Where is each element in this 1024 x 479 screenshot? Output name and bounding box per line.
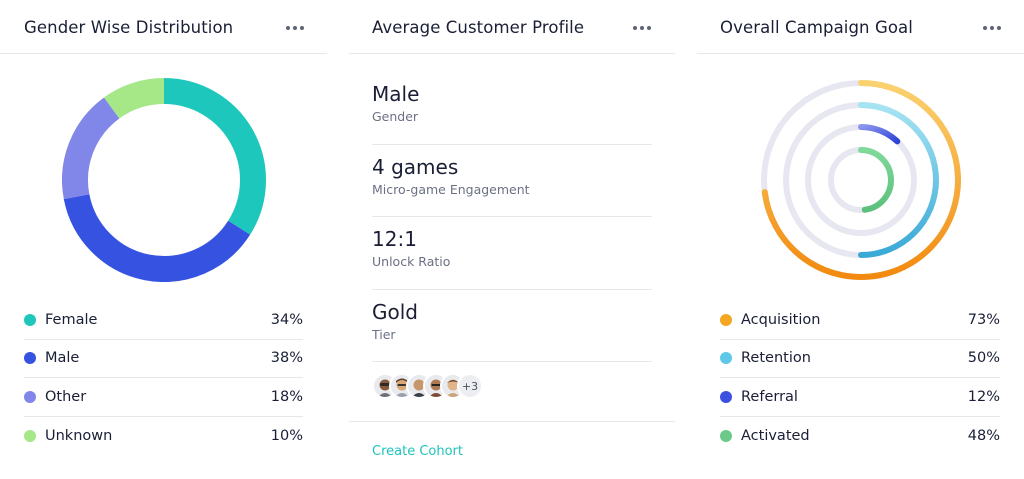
legend-value: 73% — [967, 311, 1000, 328]
card-header: Gender Wise Distribution — [0, 0, 327, 54]
profile-item-unlock-ratio: 12:1 Unlock Ratio — [372, 217, 652, 290]
ring-progress-referral — [858, 124, 901, 145]
profile-value: Male — [372, 82, 420, 106]
card-title: Average Customer Profile — [372, 18, 585, 37]
legend-label: Retention — [741, 350, 811, 367]
card-header: Average Customer Profile — [349, 0, 675, 54]
card-title: Gender Wise Distribution — [24, 18, 234, 37]
legend-dot — [720, 390, 732, 403]
legend-dot — [24, 313, 36, 326]
more-avatars-badge[interactable]: +3 — [457, 373, 483, 399]
create-cohort-link[interactable]: Create Cohort — [372, 444, 463, 459]
legend-value: 12% — [967, 388, 1000, 405]
ring-progress-acquisition — [761, 80, 961, 280]
ring-progress-retention — [858, 102, 939, 258]
card-footer: Create Cohort — [349, 421, 675, 479]
campaign-legend: Acquisition 73% Retention 50% Referral 1… — [720, 301, 1000, 455]
legend-label: Unknown — [45, 427, 113, 444]
legend-value: 48% — [967, 427, 1000, 444]
legend-dot — [720, 352, 732, 365]
legend-item-other: Other 18% — [24, 378, 303, 417]
legend-value: 50% — [967, 350, 1000, 367]
legend-value: 18% — [270, 388, 303, 405]
campaign-radial-chart — [761, 80, 961, 280]
legend-item-acquisition: Acquisition 73% — [720, 301, 1000, 340]
legend-item-retention: Retention 50% — [720, 340, 1000, 378]
card-header: Overall Campaign Goal — [697, 0, 1024, 54]
profile-item-engagement: 4 games Micro-game Engagement — [372, 145, 652, 217]
legend-label: Referral — [741, 388, 798, 405]
more-options-icon[interactable] — [630, 17, 654, 39]
legend-item-female: Female 34% — [24, 301, 303, 340]
legend-item-male: Male 38% — [24, 340, 303, 378]
legend-dot — [24, 429, 36, 442]
profile-value: 12:1 — [372, 227, 417, 251]
card-title: Overall Campaign Goal — [720, 18, 913, 37]
legend-label: Acquisition — [741, 311, 821, 328]
legend-dot — [720, 313, 732, 326]
legend-item-activated: Activated 48% — [720, 417, 1000, 456]
profile-value: 4 games — [372, 154, 459, 179]
legend-label: Male — [45, 350, 80, 367]
avatar-group[interactable]: +3 — [372, 373, 483, 399]
gender-donut-chart — [62, 78, 266, 282]
legend-dot — [24, 352, 36, 365]
more-options-icon[interactable] — [283, 17, 307, 39]
donut-slice-unknown — [104, 78, 165, 119]
legend-label: Female — [45, 311, 98, 328]
legend-item-referral: Referral 12% — [720, 378, 1000, 417]
legend-label: Activated — [741, 427, 810, 444]
profile-label: Tier — [372, 326, 396, 342]
legend-value: 10% — [270, 427, 303, 444]
more-options-icon[interactable] — [980, 17, 1004, 39]
gender-distribution-card: Gender Wise Distribution Female 34% Male… — [0, 0, 327, 479]
legend-label: Other — [45, 388, 87, 405]
customer-profile-card: Average Customer Profile Male Gender 4 g… — [349, 0, 675, 479]
profile-label: Micro-game Engagement — [372, 181, 530, 197]
campaign-goal-card: Overall Campaign Goal Acquisition 73% Re… — [697, 0, 1024, 479]
legend-value: 38% — [270, 350, 303, 367]
profile-label: Unlock Ratio — [372, 254, 451, 269]
profile-list: Male Gender 4 games Micro-game Engagemen… — [372, 72, 652, 362]
profile-item-tier: Gold Tier — [372, 290, 652, 362]
profile-value: Gold — [372, 299, 418, 324]
donut-slice-male — [63, 193, 251, 282]
donut-slice-female — [163, 78, 266, 235]
ring-progress-activated — [858, 147, 894, 213]
legend-item-unknown: Unknown 10% — [24, 417, 303, 456]
legend-dot — [24, 390, 36, 403]
legend-value: 34% — [270, 311, 303, 328]
gender-legend: Female 34% Male 38% Other 18% Unknown 10… — [24, 301, 303, 455]
profile-item-gender: Male Gender — [372, 72, 652, 145]
legend-dot — [720, 429, 732, 442]
donut-slice-other — [62, 97, 120, 200]
profile-label: Gender — [372, 109, 419, 124]
